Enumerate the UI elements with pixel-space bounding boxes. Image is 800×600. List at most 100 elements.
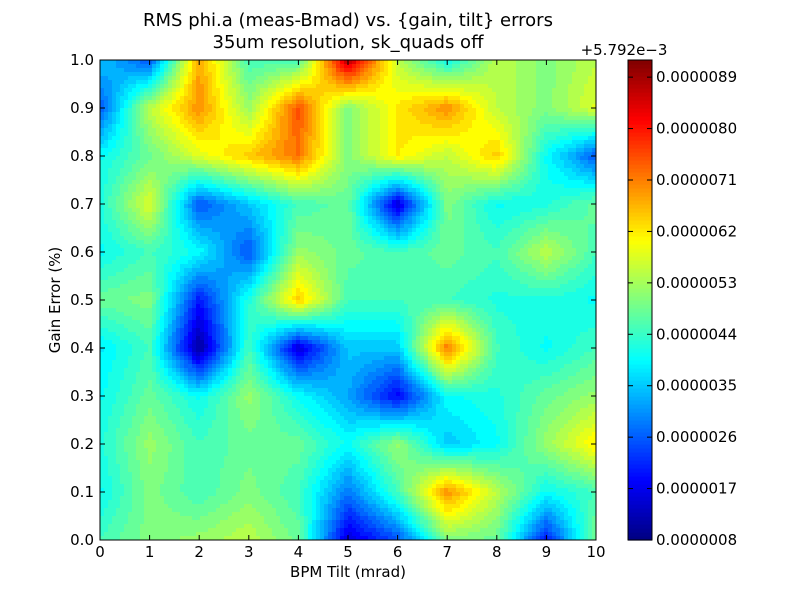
heatmap-cell [212, 80, 217, 85]
heatmap-cell [184, 356, 189, 361]
heatmap-cell [188, 72, 193, 77]
heatmap-cell [216, 232, 221, 237]
heatmap-cell [208, 428, 213, 433]
heatmap-cell [152, 436, 157, 441]
heatmap-cell [200, 316, 205, 321]
heatmap-cell [200, 488, 205, 493]
heatmap-cell [124, 144, 129, 149]
heatmap-cell [236, 360, 241, 365]
heatmap-cell [168, 336, 173, 341]
heatmap-cell [208, 252, 213, 257]
heatmap-cell [256, 380, 261, 385]
heatmap-cell [152, 404, 157, 409]
heatmap-cell [188, 368, 193, 373]
heatmap-cell [244, 440, 249, 445]
heatmap-cell [164, 396, 169, 401]
heatmap-cell [180, 104, 185, 109]
heatmap-cell [144, 516, 149, 521]
heatmap-cell [124, 364, 129, 369]
heatmap-cell [224, 516, 229, 521]
heatmap-cell [228, 124, 233, 129]
heatmap-cell [256, 396, 261, 401]
heatmap-cell [228, 84, 233, 89]
heatmap-cell [204, 312, 209, 317]
heatmap-cell [252, 404, 257, 409]
heatmap-cell [180, 284, 185, 289]
heatmap-cell [172, 452, 177, 457]
heatmap-cell [140, 336, 145, 341]
heatmap-cell [156, 388, 161, 393]
heatmap-cell [168, 224, 173, 229]
heatmap-cell [164, 464, 169, 469]
heatmap-cell [256, 408, 261, 413]
heatmap-cell [124, 536, 129, 541]
heatmap-cell [148, 84, 153, 89]
heatmap-cell [212, 444, 217, 449]
heatmap-cell [156, 60, 161, 65]
heatmap-cell [160, 320, 165, 325]
heatmap-cell [264, 140, 269, 145]
heatmap-cell [184, 520, 189, 525]
heatmap-cell [228, 344, 233, 349]
heatmap-cell [196, 520, 201, 525]
heatmap-cell [240, 456, 245, 461]
heatmap-cell [200, 428, 205, 433]
heatmap-cell [232, 284, 237, 289]
heatmap-cell [248, 528, 253, 533]
heatmap-cell [232, 476, 237, 481]
heatmap-cell [184, 364, 189, 369]
heatmap-cell [260, 116, 265, 121]
heatmap-cell [228, 76, 233, 81]
heatmap-cell [136, 316, 141, 321]
heatmap-cell [188, 84, 193, 89]
heatmap-cell [244, 288, 249, 293]
heatmap-cell [176, 372, 181, 377]
heatmap-cell [100, 424, 105, 429]
heatmap-cell [208, 404, 213, 409]
heatmap-cell [196, 404, 201, 409]
heatmap-cell [224, 456, 229, 461]
heatmap-cell [200, 520, 205, 525]
heatmap-cell [148, 456, 153, 461]
heatmap-cell [192, 176, 197, 181]
heatmap-cell [112, 140, 117, 145]
heatmap-cell [156, 232, 161, 237]
heatmap-cell [112, 404, 117, 409]
heatmap-cell [184, 476, 189, 481]
heatmap-cell [204, 140, 209, 145]
heatmap-cell [108, 232, 113, 237]
heatmap-cell [240, 168, 245, 173]
heatmap-cell [200, 140, 205, 145]
heatmap-cell [236, 176, 241, 181]
heatmap-cell [216, 448, 221, 453]
heatmap-cell [220, 348, 225, 353]
heatmap-cell [212, 340, 217, 345]
heatmap-cell [216, 504, 221, 509]
heatmap-cell [256, 496, 261, 501]
heatmap-cell [144, 204, 149, 209]
heatmap-cell [108, 92, 113, 97]
heatmap-cell [116, 148, 121, 153]
heatmap-cell [232, 268, 237, 273]
heatmap-cell [224, 280, 229, 285]
heatmap-cell [236, 172, 241, 177]
heatmap-cell [220, 136, 225, 141]
heatmap-cell [104, 400, 109, 405]
heatmap-cell [224, 112, 229, 117]
heatmap-cell [256, 204, 261, 209]
heatmap-cell [100, 484, 105, 489]
heatmap-cell [108, 308, 113, 313]
heatmap-cell [128, 312, 133, 317]
heatmap-cell [192, 424, 197, 429]
heatmap-cell [152, 528, 157, 533]
heatmap-cell [104, 328, 109, 333]
heatmap-cell [136, 436, 141, 441]
heatmap-cell [248, 388, 253, 393]
heatmap-cell [212, 60, 217, 65]
heatmap-cell [196, 200, 201, 205]
heatmap-cell [132, 60, 137, 65]
heatmap-cell [124, 440, 129, 445]
heatmap-cell [156, 364, 161, 369]
heatmap-cell [184, 216, 189, 221]
heatmap-cell [144, 492, 149, 497]
